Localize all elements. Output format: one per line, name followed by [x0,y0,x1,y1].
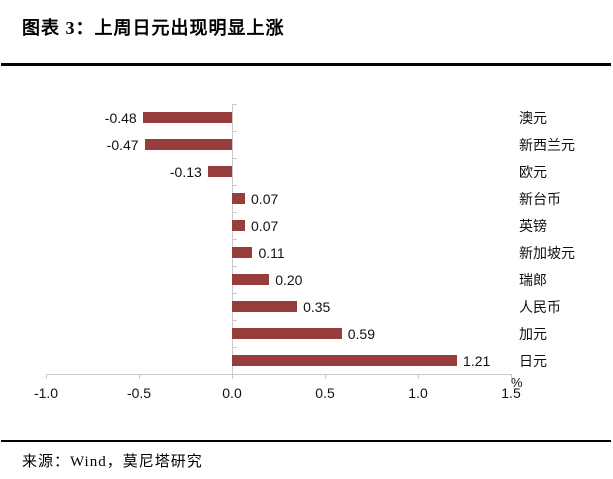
category-axis-tick [232,185,237,186]
category-axis-tick [232,104,237,105]
value-axis-tick [139,374,140,379]
value-label: -0.13 [169,163,202,180]
category-axis-tick [232,158,237,159]
category-label: 人民币 [519,298,561,315]
bar [207,166,232,177]
value-axis-tick [46,374,47,379]
value-axis-tick [325,374,326,379]
x-axis-tick-label: -1.0 [33,385,59,401]
value-axis-tick [418,374,419,379]
bar [232,247,253,258]
x-axis-tick-label: 1.5 [501,385,521,401]
value-label: 0.35 [303,298,331,315]
value-label: -0.47 [106,136,139,153]
category-label: 新西兰元 [519,136,575,153]
category-axis-tick [232,266,237,267]
category-axis-tick [232,131,237,132]
source-note: 来源：Wind，莫尼塔研究 [22,454,203,470]
bar [232,355,458,366]
bar [232,301,298,312]
category-label: 澳元 [519,109,547,126]
value-axis-tick [232,374,233,379]
category-axis-tick [232,347,237,348]
category-label: 英镑 [519,217,547,234]
bar [232,274,270,285]
value-label: 0.07 [251,217,279,234]
category-axis-tick [232,293,237,294]
x-axis-tick-label: -0.5 [126,385,152,401]
x-axis-tick-label: 0.5 [315,385,335,401]
bar [232,328,342,339]
category-axis-tick [232,320,237,321]
figure-title: 图表 3：上周日元出现明显上涨 [22,18,285,38]
value-label: 0.07 [251,190,279,207]
footer-divider-line [1,440,611,442]
category-label: 新加坡元 [519,244,575,261]
axis-unit-label: % [511,375,523,390]
value-label: 0.20 [275,271,303,288]
value-label: 1.21 [463,352,491,369]
category-label: 瑞郎 [519,271,547,288]
bar [142,112,232,123]
category-label: 欧元 [519,163,547,180]
x-axis-tick-label: 1.0 [408,385,428,401]
title-divider-line [1,63,611,66]
value-label: -0.48 [104,109,137,126]
bar [144,139,232,150]
category-label: 加元 [519,325,547,342]
bar [232,193,246,204]
value-axis-line [46,374,511,375]
category-axis-tick [232,239,237,240]
category-label: 新台币 [519,190,561,207]
x-axis-tick-label: 0.0 [222,385,242,401]
value-axis-tick [511,374,512,379]
category-label: 日元 [519,352,547,369]
value-label: 0.11 [258,244,285,261]
bar [232,220,246,231]
value-label: 0.59 [347,325,375,342]
category-axis-tick [232,212,237,213]
